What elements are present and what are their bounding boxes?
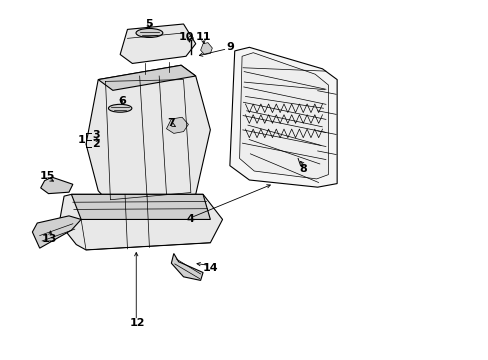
Polygon shape bbox=[32, 216, 81, 248]
Text: 8: 8 bbox=[299, 164, 306, 174]
Polygon shape bbox=[239, 53, 328, 179]
Polygon shape bbox=[171, 253, 203, 280]
Text: 14: 14 bbox=[202, 263, 218, 273]
Text: 3: 3 bbox=[92, 130, 100, 140]
Text: 11: 11 bbox=[195, 32, 210, 41]
Polygon shape bbox=[86, 65, 210, 202]
Text: 9: 9 bbox=[225, 42, 233, 52]
Text: 10: 10 bbox=[178, 32, 193, 41]
Ellipse shape bbox=[136, 28, 163, 37]
Polygon shape bbox=[200, 42, 212, 54]
Text: 1: 1 bbox=[77, 135, 85, 145]
Polygon shape bbox=[59, 194, 222, 250]
Polygon shape bbox=[166, 117, 188, 134]
Text: 7: 7 bbox=[167, 118, 175, 128]
Ellipse shape bbox=[108, 104, 132, 112]
Text: 4: 4 bbox=[186, 215, 194, 224]
Polygon shape bbox=[71, 194, 210, 220]
Text: 2: 2 bbox=[92, 139, 100, 149]
Polygon shape bbox=[229, 47, 336, 187]
Text: 6: 6 bbox=[119, 96, 126, 106]
Text: 13: 13 bbox=[41, 234, 57, 244]
Polygon shape bbox=[120, 24, 195, 63]
Polygon shape bbox=[98, 65, 195, 90]
Text: 5: 5 bbox=[145, 19, 153, 29]
Text: 12: 12 bbox=[129, 319, 144, 328]
Text: 15: 15 bbox=[39, 171, 55, 181]
Polygon shape bbox=[41, 177, 73, 194]
